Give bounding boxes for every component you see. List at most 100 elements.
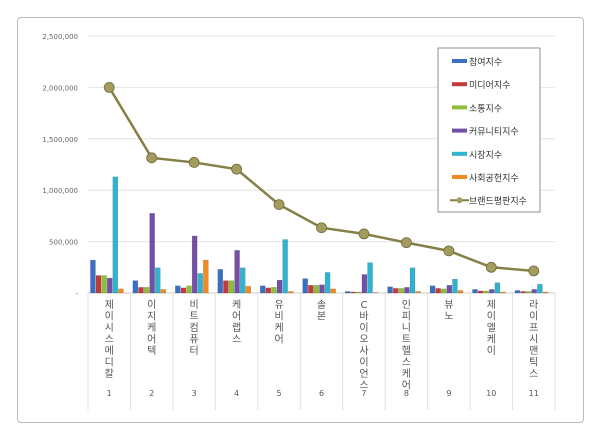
bar-소통지수 xyxy=(186,285,192,294)
category-label-char: 이 xyxy=(529,311,538,323)
category-label-char: 이 xyxy=(487,311,496,323)
bar-커뮤니티지수 xyxy=(404,287,410,294)
category-label-char: 피 xyxy=(402,311,411,323)
category-label-char: 니 xyxy=(402,322,411,334)
category-label-char: 어 xyxy=(402,380,411,392)
line-marker xyxy=(528,265,540,277)
bar-참여지수 xyxy=(472,289,478,294)
bar-미디어지수 xyxy=(95,275,102,294)
category-label-char: 엘 xyxy=(487,321,496,334)
bar-미디어지수 xyxy=(393,288,399,294)
bar-소통지수 xyxy=(313,285,320,294)
category-label-char: C xyxy=(360,300,367,311)
rank-label: 9 xyxy=(446,389,451,398)
rank-label: 7 xyxy=(361,389,366,398)
y-tick-label: - xyxy=(75,290,78,298)
rank-label: 8 xyxy=(404,389,409,398)
category-label-char: 케 xyxy=(147,322,156,334)
line-marker xyxy=(231,163,242,175)
bar-미디어지수 xyxy=(180,287,187,294)
legend-swatch xyxy=(452,105,467,110)
bar-시장지수 xyxy=(452,278,458,294)
bar-소통지수 xyxy=(143,287,150,294)
category-label-char: 비 xyxy=(190,299,199,311)
category-label-char: 이 xyxy=(147,299,156,311)
bar-커뮤니티지수 xyxy=(191,235,198,294)
bar-시장지수 xyxy=(239,267,246,294)
rank-label: 6 xyxy=(319,389,324,398)
category-label-char: 프 xyxy=(529,323,538,334)
category-label-char: 트 xyxy=(190,312,199,323)
category-label-char: 케 xyxy=(487,334,496,346)
bar-시장지수 xyxy=(324,272,331,294)
rank-label: 2 xyxy=(149,389,154,398)
legend-swatch xyxy=(452,175,467,179)
category-label-char: 스 xyxy=(359,380,368,392)
bar-커뮤니티지수 xyxy=(276,279,283,294)
bar-미디어지수 xyxy=(435,288,441,294)
bar-참여지수 xyxy=(387,286,393,294)
bar-커뮤니티지수 xyxy=(531,289,537,294)
bar-미디어지수 xyxy=(308,285,314,294)
rank-label: 4 xyxy=(234,389,239,398)
rank-label: 3 xyxy=(192,389,197,398)
legend-swatch xyxy=(452,128,467,133)
bar-사회공헌지수 xyxy=(118,288,124,294)
category-label-char: 케 xyxy=(402,368,411,380)
category-label-char: 스 xyxy=(529,368,538,380)
y-tick-label: 500,000 xyxy=(49,239,78,247)
y-tick-label: 1,500,000 xyxy=(42,136,78,144)
category-label-char: 제 xyxy=(105,299,114,311)
bar-시장지수 xyxy=(367,262,373,294)
category-label-char: 터 xyxy=(190,345,199,357)
bar-참여지수 xyxy=(175,285,181,294)
category-label-char: 본 xyxy=(317,311,326,323)
line-marker xyxy=(485,261,497,273)
bar-참여지수 xyxy=(514,290,521,294)
category-label-char: 헬 xyxy=(402,345,411,357)
y-tick-label: 2,000,000 xyxy=(42,84,78,92)
category-label-char: 오 xyxy=(359,335,368,346)
bar-참여지수 xyxy=(429,285,436,294)
bar-소통지수 xyxy=(228,280,235,294)
chart-frame xyxy=(17,17,584,423)
category-label-char: 시 xyxy=(529,334,538,346)
legend-swatch xyxy=(452,82,467,87)
bar-참여지수 xyxy=(344,291,351,294)
bar-사회공헌지수 xyxy=(457,290,464,294)
bar-커뮤니티지수 xyxy=(489,289,495,294)
bar-시장지수 xyxy=(494,282,501,294)
line-marker xyxy=(443,245,455,257)
bar-참여지수 xyxy=(90,259,96,294)
bar-참여지수 xyxy=(132,280,139,294)
bar-커뮤니티지수 xyxy=(446,285,453,294)
bar-소통지수 xyxy=(356,291,362,294)
rank-label: 1 xyxy=(107,389,112,398)
rank-label: 5 xyxy=(276,389,281,398)
category-label-char: 어 xyxy=(147,334,156,346)
bar-사회공헌지수 xyxy=(288,291,294,294)
category-label-char: 텍 xyxy=(147,345,156,357)
bar-미디어지수 xyxy=(265,287,272,294)
category-label-char: 이 xyxy=(105,311,114,323)
rank-label: 10 xyxy=(486,389,496,398)
bar-커뮤니티지수 xyxy=(361,274,368,294)
category-label-char: 어 xyxy=(232,311,241,323)
category-label-char: 트 xyxy=(402,335,411,346)
category-label-char: 바 xyxy=(359,311,368,323)
category-label-char: 메 xyxy=(105,345,114,357)
bar-시장지수 xyxy=(155,267,161,294)
bar-사회공헌지수 xyxy=(542,291,549,294)
category-label-char: 이 xyxy=(487,345,496,357)
line-marker xyxy=(401,237,412,249)
category-label-char: 틱 xyxy=(529,357,538,369)
category-label-char: 제 xyxy=(487,299,496,311)
category-label-char: 어 xyxy=(274,334,283,346)
y-tick-label: 1,000,000 xyxy=(42,187,78,195)
line-marker xyxy=(103,82,115,93)
legend-label: 미디어지수 xyxy=(469,80,510,91)
bar-시장지수 xyxy=(537,284,543,294)
category-label-char: 이 xyxy=(359,357,368,369)
category-label-char: 솔 xyxy=(317,299,326,311)
